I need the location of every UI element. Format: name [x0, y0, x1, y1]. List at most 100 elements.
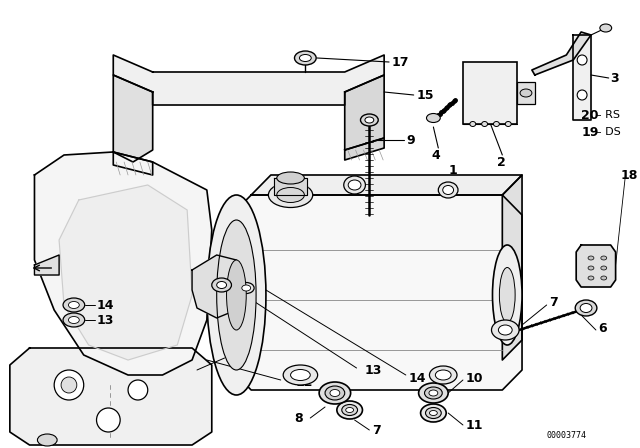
Ellipse shape — [291, 370, 310, 380]
Polygon shape — [232, 195, 522, 390]
Text: 13: 13 — [97, 314, 114, 327]
Ellipse shape — [419, 383, 448, 403]
Polygon shape — [345, 75, 384, 150]
Ellipse shape — [424, 387, 442, 399]
Ellipse shape — [242, 285, 251, 291]
Ellipse shape — [470, 121, 476, 126]
Bar — [517, 82, 535, 104]
Ellipse shape — [68, 302, 79, 309]
Text: 3: 3 — [611, 72, 620, 85]
Ellipse shape — [499, 267, 515, 323]
Ellipse shape — [435, 370, 451, 380]
Ellipse shape — [68, 316, 79, 323]
Ellipse shape — [588, 256, 594, 260]
Ellipse shape — [520, 89, 532, 97]
Ellipse shape — [420, 404, 446, 422]
Ellipse shape — [217, 281, 227, 289]
Text: 14: 14 — [97, 298, 114, 311]
Polygon shape — [532, 32, 591, 75]
Circle shape — [577, 55, 587, 65]
Ellipse shape — [600, 24, 612, 32]
Text: 19: 19 — [581, 125, 598, 138]
Ellipse shape — [493, 121, 499, 126]
Text: 20: 20 — [581, 108, 598, 121]
Ellipse shape — [238, 283, 254, 293]
Ellipse shape — [601, 276, 607, 280]
Polygon shape — [576, 245, 616, 287]
Ellipse shape — [212, 278, 232, 292]
Circle shape — [97, 408, 120, 432]
Text: 13: 13 — [364, 363, 382, 376]
Text: – RS: – RS — [596, 110, 620, 120]
Text: – DS: – DS — [596, 127, 621, 137]
Polygon shape — [113, 75, 153, 162]
Text: 18: 18 — [621, 168, 638, 181]
Ellipse shape — [429, 410, 437, 415]
Ellipse shape — [337, 401, 362, 419]
Ellipse shape — [429, 390, 438, 396]
Ellipse shape — [438, 182, 458, 198]
Ellipse shape — [426, 408, 441, 418]
Text: 2: 2 — [497, 155, 506, 168]
Ellipse shape — [227, 260, 246, 330]
Polygon shape — [192, 255, 241, 318]
Polygon shape — [502, 175, 522, 360]
Ellipse shape — [346, 408, 354, 413]
Bar — [463, 62, 517, 124]
Text: 16: 16 — [227, 349, 244, 362]
Polygon shape — [10, 348, 212, 445]
Text: 7: 7 — [550, 296, 558, 309]
Ellipse shape — [63, 298, 84, 312]
Ellipse shape — [429, 366, 457, 384]
Ellipse shape — [276, 172, 305, 184]
Ellipse shape — [443, 185, 454, 194]
Polygon shape — [35, 152, 212, 375]
Ellipse shape — [601, 266, 607, 270]
Ellipse shape — [482, 121, 488, 126]
Circle shape — [577, 90, 587, 100]
Text: 14: 14 — [409, 371, 426, 384]
Text: 1: 1 — [448, 164, 457, 177]
Ellipse shape — [426, 113, 440, 122]
Ellipse shape — [492, 320, 519, 340]
Ellipse shape — [360, 114, 378, 126]
Polygon shape — [59, 185, 192, 360]
Ellipse shape — [344, 176, 365, 194]
Circle shape — [54, 370, 84, 400]
Text: 00003774: 00003774 — [547, 431, 586, 439]
Text: 8: 8 — [295, 412, 303, 425]
Text: 6: 6 — [598, 322, 607, 335]
Ellipse shape — [63, 313, 84, 327]
Polygon shape — [35, 255, 59, 275]
Ellipse shape — [493, 245, 522, 345]
Ellipse shape — [319, 382, 351, 404]
Circle shape — [128, 380, 148, 400]
Text: 4: 4 — [431, 148, 440, 161]
Ellipse shape — [348, 180, 361, 190]
Ellipse shape — [325, 386, 345, 400]
Ellipse shape — [268, 182, 313, 207]
Text: 17: 17 — [392, 56, 410, 69]
Text: 10: 10 — [466, 371, 483, 384]
Ellipse shape — [601, 256, 607, 260]
Polygon shape — [345, 138, 384, 160]
Ellipse shape — [588, 266, 594, 270]
Polygon shape — [274, 178, 307, 195]
Ellipse shape — [342, 405, 358, 415]
Circle shape — [61, 377, 77, 393]
Ellipse shape — [580, 303, 592, 313]
Polygon shape — [251, 175, 522, 195]
Ellipse shape — [506, 121, 511, 126]
Polygon shape — [113, 152, 153, 175]
Ellipse shape — [276, 188, 305, 202]
Polygon shape — [573, 35, 591, 120]
Ellipse shape — [588, 276, 594, 280]
Ellipse shape — [300, 55, 311, 61]
Ellipse shape — [294, 51, 316, 65]
Text: 11: 11 — [466, 418, 483, 431]
Polygon shape — [113, 55, 384, 105]
Ellipse shape — [365, 117, 374, 123]
Ellipse shape — [283, 365, 317, 385]
Ellipse shape — [575, 300, 597, 316]
Ellipse shape — [207, 195, 266, 395]
